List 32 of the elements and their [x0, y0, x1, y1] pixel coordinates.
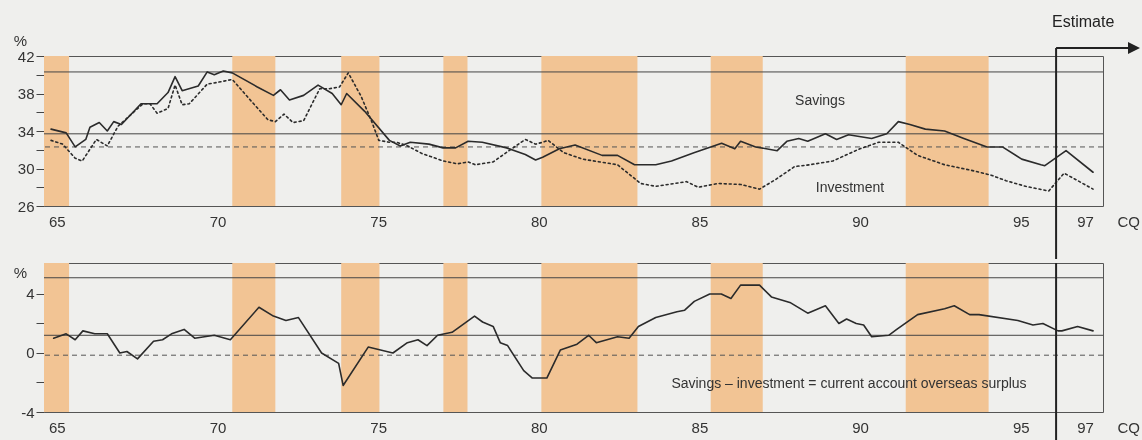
x-tick-label: 90 [852, 418, 869, 436]
x-axis-title: CQ [1117, 212, 1140, 230]
x-tick-label: 97 [1077, 212, 1094, 230]
x-tick-label: 85 [691, 212, 709, 230]
x-tick-label: 80 [530, 418, 548, 436]
x-tick-label: 70 [209, 212, 227, 230]
y-tick-label: 34 [17, 122, 35, 140]
x-tick-label: 75 [370, 212, 387, 230]
y-axis-title: % [13, 263, 28, 281]
annotation: Savings [795, 92, 845, 108]
x-tick-label: 95 [1012, 212, 1030, 230]
y-tick-label: 38 [17, 85, 35, 102]
y-tick-label: 42 [17, 47, 35, 65]
x-tick-label: 95 [1012, 418, 1030, 436]
x-tick-label: 97 [1077, 418, 1094, 436]
x-tick-label: 85 [691, 418, 709, 436]
y-tick-label: 4 [26, 285, 35, 303]
annotation: Savings – investment = current account overseas surplus [671, 375, 1027, 391]
annotation: Investment [815, 179, 885, 195]
y-tick-label: -4 [21, 403, 35, 421]
y-tick-label: 0 [26, 344, 35, 362]
x-tick-label: 80 [530, 212, 548, 230]
x-tick-label: 75 [370, 418, 387, 436]
x-tick-label: 70 [209, 418, 227, 436]
y-tick-label: 30 [17, 160, 35, 177]
x-tick-label: 90 [852, 212, 869, 230]
y-tick-label: 26 [17, 197, 35, 215]
x-axis-title: CQ [1117, 418, 1140, 436]
ref-line-label: Estimate [1052, 13, 1115, 30]
x-tick-label: 65 [49, 418, 66, 436]
y-axis-title: % [13, 31, 28, 49]
x-tick-label: 65 [49, 212, 66, 230]
